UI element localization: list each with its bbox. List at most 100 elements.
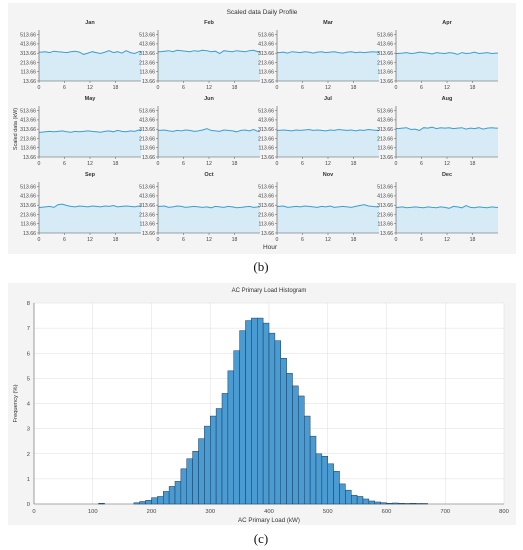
x-tick-label: 6: [63, 85, 66, 91]
y-tick-label: 313.66: [377, 203, 393, 209]
histogram-bar: [415, 503, 422, 505]
month-panel-jan: Jan 513.66 413.66 313.66 213.66 113.66 13.660 6…: [20, 20, 141, 91]
month-line: [277, 128, 379, 132]
histogram-bar: [145, 499, 152, 505]
month-title: Nov: [323, 172, 334, 178]
month-title: May: [85, 96, 97, 102]
y-tick-label: 213.66: [139, 212, 155, 218]
month-panel-apr: Apr 513.66 413.66 313.66 213.66 113.66 13.660 6…: [377, 20, 498, 91]
x-tick-label: 6: [420, 237, 423, 243]
x-tick-label: 6: [182, 161, 185, 167]
x-tick-label: 18: [232, 85, 238, 91]
histogram-bar: [274, 340, 281, 505]
histogram-bar: [198, 438, 205, 505]
month-area: [158, 206, 260, 233]
month-title: Aug: [442, 96, 453, 102]
month-area: [277, 129, 379, 157]
histogram-bar: [398, 502, 405, 505]
x-tick-label: 0: [395, 237, 398, 243]
y-tick-label: 513.66: [139, 32, 155, 38]
profile-ylabel: Scaled data (kW): [13, 108, 19, 150]
histogram-bar: [180, 468, 187, 505]
x-tick-label: 18: [470, 161, 476, 167]
histogram-bar: [362, 498, 370, 505]
y-tick-label: 313.66: [20, 203, 36, 209]
month-line: [39, 129, 141, 133]
y-tick-label: 2: [27, 452, 30, 458]
month-title: Feb: [204, 20, 214, 26]
y-tick-label: 413.66: [20, 42, 36, 48]
histogram-xlabel: AC Primary Load (kW): [238, 517, 300, 524]
y-tick-label: 213.66: [377, 136, 393, 142]
profile-xlabel: Hour: [263, 244, 278, 251]
histogram-bar: [245, 320, 252, 505]
histogram-bar: [268, 332, 276, 505]
y-tick-label: 113.66: [21, 222, 37, 228]
x-tick-label: 18: [232, 161, 238, 167]
y-tick-label: 313.66: [20, 127, 36, 133]
histogram-bar: [227, 370, 234, 505]
y-tick-label: 413.66: [258, 194, 274, 200]
month-title: Jan: [85, 20, 95, 26]
x-tick-label: 0: [157, 85, 160, 91]
histogram-bar: [186, 458, 193, 505]
x-tick-label: 18: [351, 85, 357, 91]
x-tick-label: 18: [351, 237, 357, 243]
y-tick-label: 413.66: [377, 42, 393, 48]
x-tick-label: 18: [113, 161, 119, 167]
y-tick-label: 413.66: [20, 118, 36, 124]
month-line: [158, 205, 260, 209]
month-panel-oct: Oct 513.66 413.66 313.66 213.66 113.66 13.660 6…: [139, 172, 260, 243]
y-tick-label: 413.66: [377, 194, 393, 200]
month-area: [158, 128, 260, 157]
histogram-bar: [403, 503, 411, 505]
month-line: [277, 204, 379, 208]
month-area: [39, 204, 141, 233]
histogram-panel: AC Primary Load Histogram 0 1 2 3 4 5 6 7 8 0 100 20…: [8, 283, 516, 525]
month-title: Apr: [442, 20, 452, 26]
x-tick-label: 6: [182, 85, 185, 91]
y-tick-label: 13.66: [380, 155, 393, 161]
y-tick-label: 513.66: [377, 32, 393, 38]
y-tick-label: 13.66: [380, 231, 393, 237]
x-tick-label: 800: [499, 509, 509, 515]
y-tick-label: 0: [27, 502, 30, 508]
y-tick-label: 313.66: [20, 51, 36, 57]
y-tick-label: 513.66: [258, 32, 274, 38]
month-title: Jun: [204, 96, 214, 102]
x-tick-label: 18: [113, 85, 119, 91]
month-line: [39, 50, 141, 55]
month-line: [158, 49, 260, 55]
x-tick-label: 6: [301, 161, 304, 167]
x-tick-label: 0: [276, 237, 279, 243]
histogram-bar: [233, 350, 240, 505]
y-tick-label: 3: [27, 427, 30, 433]
month-panel-jun: Jun 513.66 413.66 313.66 213.66 113.66 13.660 6…: [139, 96, 260, 167]
histogram-bar: [210, 415, 217, 505]
histogram-bar: [380, 502, 387, 505]
histogram-bar: [327, 463, 334, 505]
y-tick-label: 413.66: [20, 194, 36, 200]
y-tick-label: 413.66: [139, 42, 155, 48]
y-tick-label: 313.66: [139, 127, 155, 133]
y-tick-label: 113.66: [140, 70, 156, 76]
histogram-bar: [215, 408, 223, 505]
histogram-bar: [309, 435, 317, 505]
month-line: [396, 204, 498, 209]
month-title: Mar: [323, 20, 334, 26]
histogram-bar: [292, 385, 299, 505]
x-tick-label: 100: [88, 509, 98, 515]
y-tick-label: 513.66: [20, 184, 36, 190]
x-tick-label: 0: [276, 85, 279, 91]
y-tick-label: 213.66: [377, 60, 393, 66]
histogram-bar: [321, 456, 328, 505]
y-tick-label: 13.66: [261, 155, 274, 161]
y-tick-label: 113.66: [21, 146, 37, 152]
y-tick-label: 13.66: [23, 79, 36, 85]
x-tick-label: 12: [444, 161, 450, 167]
y-tick-label: 113.66: [140, 222, 156, 228]
y-tick-label: 113.66: [140, 146, 156, 152]
histogram-bar: [345, 489, 352, 505]
y-tick-label: 413.66: [258, 42, 274, 48]
x-tick-label: 6: [63, 161, 66, 167]
